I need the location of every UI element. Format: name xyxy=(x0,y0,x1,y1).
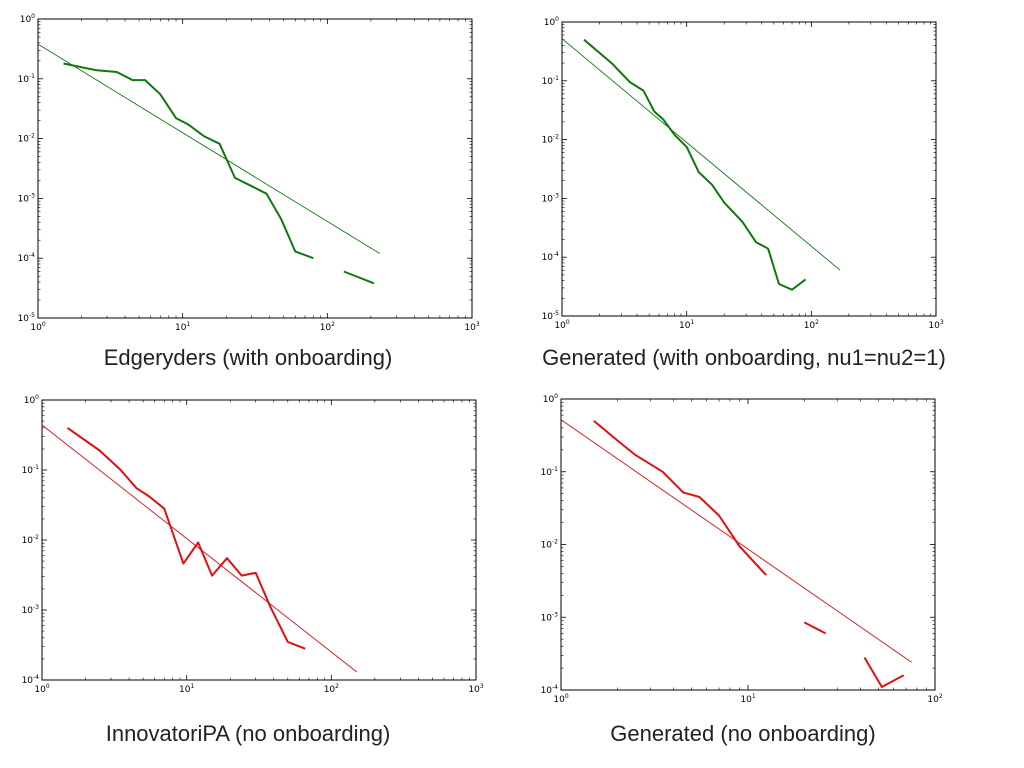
y-tick-label: 10-3 xyxy=(542,192,560,204)
x-tick-label: 101 xyxy=(740,693,755,705)
y-tick-label: 10-4 xyxy=(541,684,559,696)
x-tick-label: 100 xyxy=(30,321,45,333)
x-tick-label: 100 xyxy=(553,693,568,705)
y-tick-label: 10-1 xyxy=(541,466,559,478)
x-tick-label: 100 xyxy=(34,683,49,695)
y-tick-label: 10-3 xyxy=(541,611,559,623)
y-tick-label: 10-1 xyxy=(22,464,40,476)
data-line xyxy=(63,62,314,260)
plot-frame xyxy=(41,399,477,681)
chart-panel-edgeryders: 100 101 102 103 10-5 10-4 10-3 10-2 10-1 100 xyxy=(18,13,480,333)
x-tick-label: 102 xyxy=(324,683,339,695)
chart-panel-generated-no-onboarding: 100 101 102 10-4 10-3 10-2 10-1 100 xyxy=(541,393,943,705)
x-tick-label: 103 xyxy=(928,319,943,331)
y-tick-label: 10-1 xyxy=(542,75,560,87)
y-tick-label: 100 xyxy=(543,393,558,405)
chart-panel-generated-onboarding: 100 101 102 103 10-5 10-4 10-3 10-2 10-1 100 xyxy=(542,16,944,331)
plot-frame xyxy=(560,398,936,691)
x-tick-label: 101 xyxy=(175,321,190,333)
chart-panel-innovatoripa: 100 101 102 103 10-4 10-3 10-2 10-1 100 xyxy=(22,394,484,695)
chart-caption-innovatoripa: InnovatoriPA (no onboarding) xyxy=(105,721,391,746)
plot-frame xyxy=(561,21,937,317)
y-tick-label: 10-3 xyxy=(18,192,36,204)
x-tick-label: 100 xyxy=(554,319,569,331)
data-line xyxy=(66,427,306,650)
y-tick-label: 10-2 xyxy=(541,539,559,551)
data-line xyxy=(583,38,807,291)
chart-caption-generated-no-onboarding: Generated (no onboarding) xyxy=(610,721,876,746)
y-tick-label: 10-4 xyxy=(542,251,560,263)
x-tick-label: 103 xyxy=(468,683,483,695)
x-tick-label: 102 xyxy=(804,319,819,331)
data-line xyxy=(803,621,827,635)
x-tick-label: 101 xyxy=(679,319,694,331)
y-tick-label: 100 xyxy=(544,16,559,28)
x-tick-label: 102 xyxy=(320,321,335,333)
y-tick-label: 10-5 xyxy=(542,310,560,322)
chart-caption-generated-onboarding: Generated (with onboarding, nu1=nu2=1) xyxy=(542,345,946,370)
y-tick-label: 10-4 xyxy=(22,674,40,686)
chart-caption-edgeryders: Edgeryders (with onboarding) xyxy=(103,345,393,370)
y-tick-label: 10-5 xyxy=(18,312,36,324)
y-tick-label: 100 xyxy=(20,13,35,25)
y-tick-label: 10-4 xyxy=(18,252,36,264)
y-tick-label: 10-2 xyxy=(18,133,36,145)
data-line xyxy=(863,656,905,688)
fit-line xyxy=(41,424,358,673)
y-tick-label: 10-3 xyxy=(22,604,40,616)
x-tick-label: 102 xyxy=(927,693,942,705)
x-tick-label: 103 xyxy=(464,321,479,333)
y-tick-label: 10-2 xyxy=(542,134,560,146)
y-tick-label: 10-2 xyxy=(22,534,40,546)
plot-frame xyxy=(37,18,473,319)
data-line xyxy=(593,420,767,576)
data-line xyxy=(343,270,375,285)
fit-line xyxy=(561,38,841,271)
fit-line xyxy=(37,43,380,254)
y-tick-label: 100 xyxy=(24,394,39,406)
x-tick-label: 101 xyxy=(179,683,194,695)
fit-line xyxy=(560,419,912,663)
y-tick-label: 10-1 xyxy=(18,73,36,85)
